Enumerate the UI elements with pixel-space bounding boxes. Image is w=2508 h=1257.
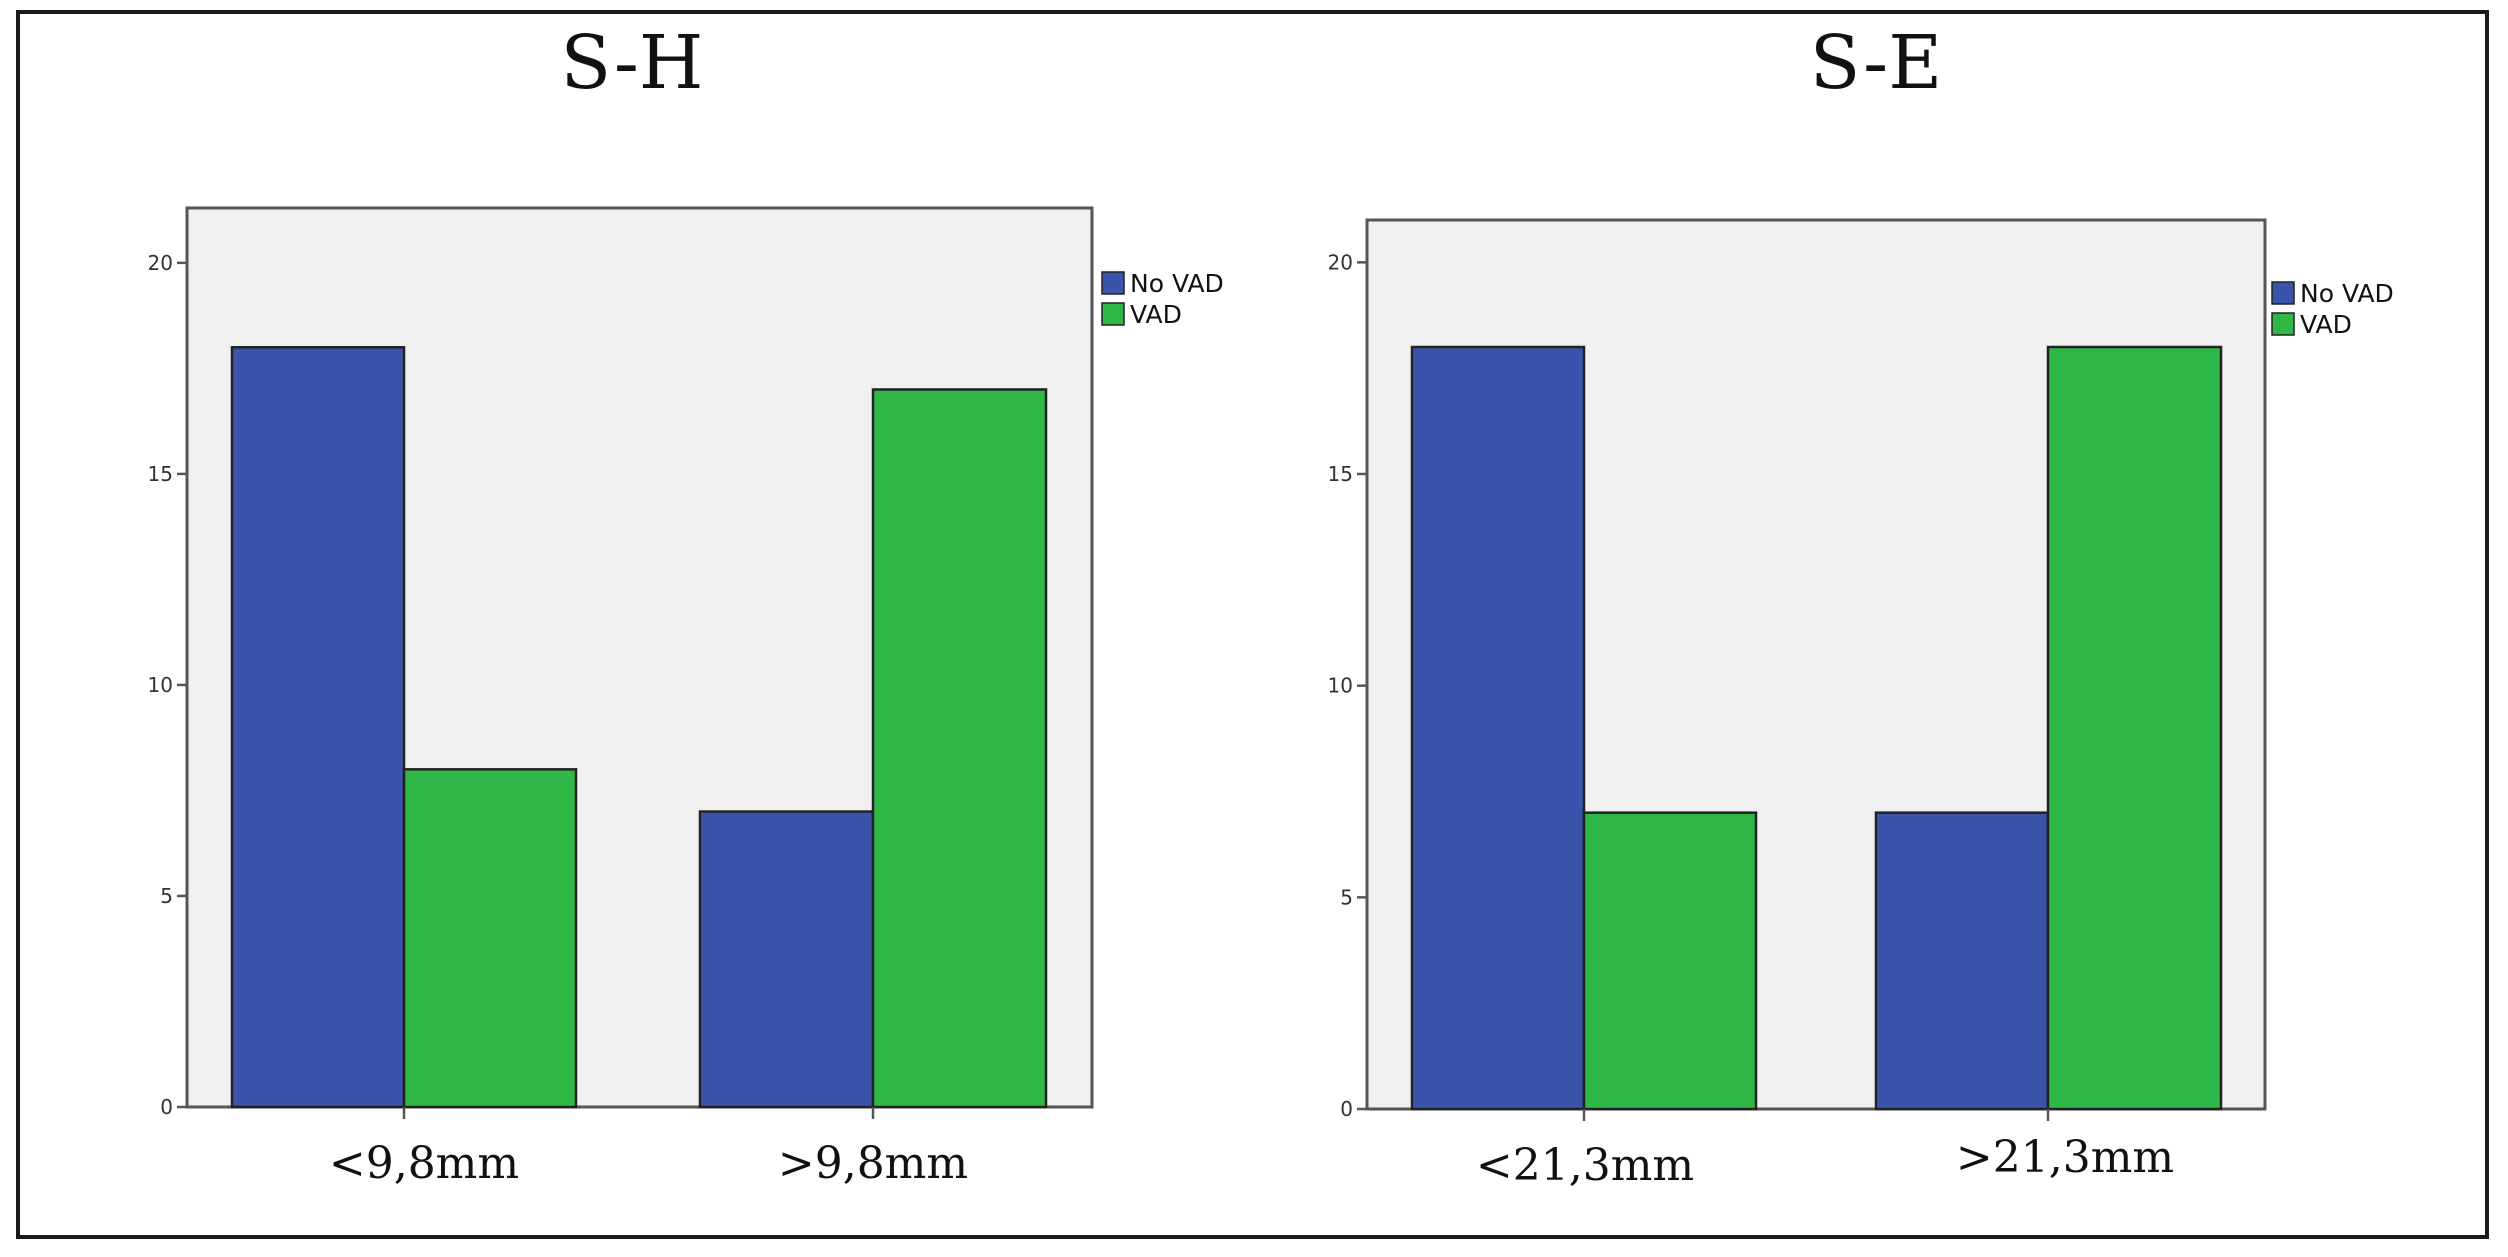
bar-vad	[402, 768, 578, 1109]
bar-no-vad	[1410, 345, 1586, 1111]
x-category-label: >21,3mm	[1956, 1132, 2174, 1183]
y-tick-label: 10	[1328, 674, 1353, 698]
legend-swatch-no-vad	[1101, 271, 1125, 295]
y-tick-label: 15	[148, 462, 173, 486]
chart-title: S-E	[1810, 20, 1942, 106]
legend-swatch-vad	[1101, 302, 1125, 326]
x-category-label: <21,3mm	[1476, 1140, 1694, 1191]
chart-s-h: S-H 0 5 10 15 20 <9,8mm >9,8mm No VAD VAD	[148, 20, 1224, 1189]
chart-title: S-H	[561, 20, 704, 106]
legend-swatch-vad	[2271, 312, 2295, 336]
legend-swatch-no-vad	[2271, 281, 2295, 305]
legend: No VAD VAD	[1101, 269, 1224, 329]
bars	[1410, 345, 2223, 1111]
figure-frame	[16, 10, 2489, 1239]
bar-vad	[871, 388, 1048, 1109]
chart-s-e: S-E 0 5 10 15 20 <21,3mm >21,3mm No VAD VAD	[1328, 20, 2394, 1191]
y-tick-label: 20	[148, 251, 173, 275]
x-axis: <21,3mm >21,3mm	[1476, 1132, 2174, 1191]
y-axis: 0 5 10 15 20	[148, 251, 875, 1119]
legend-label-no-vad: No VAD	[2300, 279, 2394, 308]
y-tick-label: 10	[148, 673, 173, 697]
y-tick-label: 5	[160, 884, 173, 908]
y-tick-label: 5	[1340, 885, 1353, 909]
bars	[230, 346, 1048, 1109]
bar-vad	[1582, 811, 1758, 1111]
legend: No VAD VAD	[2271, 279, 2394, 339]
y-tick-label: 0	[160, 1095, 173, 1119]
bar-vad	[2046, 345, 2223, 1111]
y-tick-label: 20	[1328, 250, 1353, 274]
legend-label-vad: VAD	[2300, 310, 2352, 339]
y-tick-label: 15	[1328, 462, 1353, 486]
legend-label-no-vad: No VAD	[1130, 269, 1224, 298]
bar-no-vad	[230, 346, 406, 1109]
x-category-label: >9,8mm	[778, 1138, 968, 1189]
x-axis: <9,8mm >9,8mm	[329, 1138, 968, 1189]
y-axis: 0 5 10 15 20	[1328, 250, 2050, 1121]
legend-label-vad: VAD	[1130, 300, 1182, 329]
bar-no-vad	[698, 810, 875, 1109]
bar-no-vad	[1874, 811, 2050, 1111]
x-category-label: <9,8mm	[329, 1138, 519, 1189]
y-tick-label: 0	[1340, 1097, 1353, 1121]
